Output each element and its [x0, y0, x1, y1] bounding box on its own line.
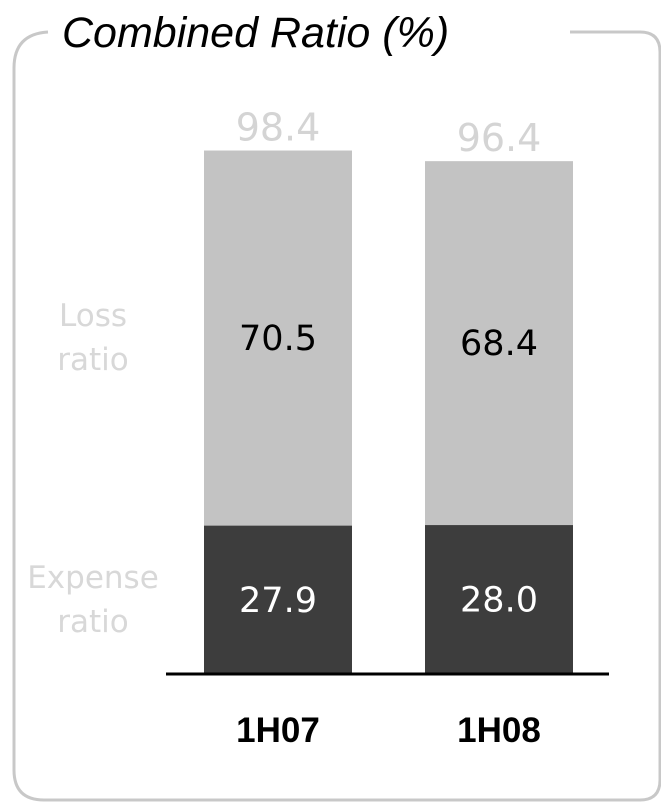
value-label-expense-ratio-1h07: 27.9 — [239, 581, 317, 621]
legend-group: Expense ratio Loss ratio — [27, 298, 159, 640]
category-label-1h07: 1H07 — [236, 711, 320, 750]
category-labels-group: 1H07 1H08 — [236, 711, 541, 750]
value-label-expense-ratio-1h08: 28.0 — [460, 581, 538, 621]
total-label-1h07: 98.4 — [236, 106, 321, 150]
value-label-loss-ratio-1h08: 68.4 — [460, 324, 538, 364]
value-label-loss-ratio-1h07: 70.5 — [239, 319, 317, 359]
total-label-1h08: 96.4 — [457, 116, 542, 160]
chart-title: Combined Ratio (%) — [62, 9, 449, 57]
legend-label-expense-ratio: Expense ratio — [27, 560, 159, 640]
category-label-1h08: 1H08 — [457, 711, 541, 750]
legend-label-loss-ratio: Loss ratio — [57, 298, 128, 378]
